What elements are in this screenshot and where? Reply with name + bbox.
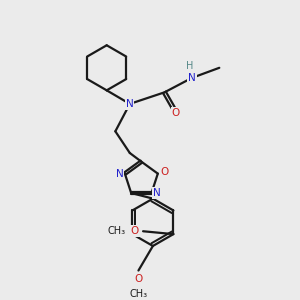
Text: O: O: [134, 274, 142, 284]
Text: N: N: [126, 99, 134, 109]
Text: CH₃: CH₃: [129, 290, 148, 299]
Text: O: O: [131, 226, 139, 236]
Text: O: O: [160, 167, 168, 177]
Text: CH₃: CH₃: [107, 226, 125, 236]
Text: N: N: [153, 188, 160, 198]
Text: O: O: [172, 108, 180, 118]
Text: N: N: [188, 73, 196, 83]
Text: H: H: [186, 61, 193, 71]
Text: N: N: [116, 169, 124, 178]
